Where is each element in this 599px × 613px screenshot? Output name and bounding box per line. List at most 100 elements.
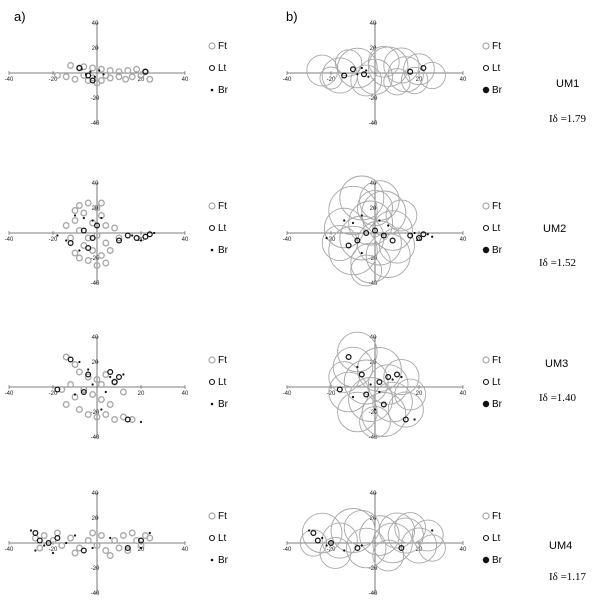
legend-um4-a: Ft Lt Br	[208, 511, 229, 566]
point-lt	[345, 354, 352, 361]
legend-label-ft: Ft	[218, 511, 227, 522]
point-ft	[394, 378, 427, 411]
legend-label-lt: Lt	[492, 63, 501, 74]
point-ft	[58, 386, 66, 393]
legend-marker-br	[482, 246, 490, 254]
scatter-um1-a: -40 -20 20 40 40 20 -20 -40	[5, 21, 189, 127]
point-lt	[372, 227, 379, 234]
legend-label-lt: Lt	[218, 63, 227, 74]
point-ft	[418, 61, 446, 90]
index-label-um2: Iδ =1.52	[539, 257, 576, 269]
point-lt	[328, 539, 335, 546]
point-ft	[348, 377, 394, 422]
x-tick-label: 40	[460, 237, 467, 243]
x-tick-label: 40	[460, 77, 467, 83]
point-lt	[142, 68, 149, 75]
point-ft	[383, 358, 420, 396]
point-lt	[354, 544, 361, 551]
point-ft	[383, 47, 420, 84]
point-br	[73, 534, 77, 537]
point-br	[325, 544, 328, 547]
point-ft	[67, 234, 75, 242]
point-ft	[372, 539, 405, 572]
y-tick-label: -20	[91, 96, 100, 102]
x-tick-label: -40	[5, 77, 14, 83]
point-lt	[115, 237, 122, 244]
point-br	[413, 231, 416, 235]
x-tick-label: -20	[327, 391, 336, 397]
y-tick-label: 20	[92, 46, 99, 52]
y-tick-label: 20	[370, 360, 377, 366]
point-lt	[111, 379, 118, 386]
point-ft	[385, 199, 418, 232]
x-tick-label: 40	[182, 391, 189, 397]
point-br	[148, 531, 151, 535]
point-br	[89, 70, 92, 73]
point-lt	[85, 371, 92, 378]
point-lt	[394, 371, 401, 378]
point-ft	[93, 204, 101, 212]
point-ft	[102, 239, 110, 247]
point-ft	[84, 234, 92, 242]
point-ft	[97, 252, 105, 259]
legend-marker-ft	[208, 356, 216, 364]
point-br	[431, 235, 434, 238]
point-ft	[343, 359, 389, 405]
point-br	[360, 251, 363, 255]
point-lt	[146, 231, 153, 238]
point-ft	[319, 66, 343, 90]
point-br	[426, 233, 429, 236]
y-tick-label: 40	[92, 491, 99, 497]
legend-label-br: Br	[492, 399, 503, 410]
y-tick-label: 20	[370, 516, 377, 522]
point-br	[391, 378, 394, 381]
point-ft	[411, 519, 444, 552]
point-ft	[67, 381, 75, 388]
y-tick-label: 40	[92, 335, 99, 341]
point-lt	[80, 227, 87, 234]
point-ft	[319, 537, 352, 569]
x-tick-label: -20	[327, 77, 336, 83]
x-tick-label: -40	[283, 547, 292, 553]
point-ft	[328, 361, 361, 393]
legend-marker-br	[482, 556, 490, 564]
point-ft	[93, 376, 101, 383]
x-tick-label: -40	[283, 391, 292, 397]
legend-marker-lt	[208, 534, 216, 542]
legend-label-br: Br	[492, 85, 503, 96]
legend-marker-ft	[208, 512, 216, 520]
y-tick-label: 20	[370, 206, 377, 212]
x-tick-label: -40	[5, 547, 14, 553]
point-br	[34, 549, 37, 552]
point-lt	[67, 240, 74, 247]
point-ft	[400, 66, 429, 95]
point-ft	[378, 227, 416, 264]
point-lt	[142, 233, 149, 240]
point-br	[367, 75, 370, 78]
point-lt	[32, 529, 39, 536]
point-ft	[97, 532, 105, 539]
legend-marker-br	[210, 558, 214, 562]
point-ft	[84, 537, 92, 544]
point-lt	[420, 64, 427, 71]
y-tick-label: -20	[369, 96, 378, 102]
point-br	[321, 536, 324, 540]
point-br	[65, 239, 68, 242]
point-lt	[85, 245, 92, 252]
point-ft	[58, 542, 66, 549]
point-ft	[119, 532, 127, 539]
point-ft	[106, 552, 114, 559]
y-tick-label: 40	[92, 21, 99, 27]
point-lt	[138, 537, 145, 544]
legend-um1-b: Ft Lt Br	[482, 41, 503, 96]
point-ft	[102, 411, 110, 418]
point-ft	[328, 371, 369, 413]
y-tick-label: -20	[369, 256, 378, 262]
point-ft	[330, 508, 376, 553]
point-br	[373, 408, 377, 411]
point-br	[29, 529, 33, 532]
legend-marker-lt	[482, 64, 490, 72]
row-name-um3: UM3	[545, 358, 568, 370]
row-um1: -40 -20 20 40 40 20 -20 -40 Ft Lt Br -40 -20 20 40 40…	[5, 21, 587, 127]
panel-label-b: b)	[286, 9, 298, 24]
